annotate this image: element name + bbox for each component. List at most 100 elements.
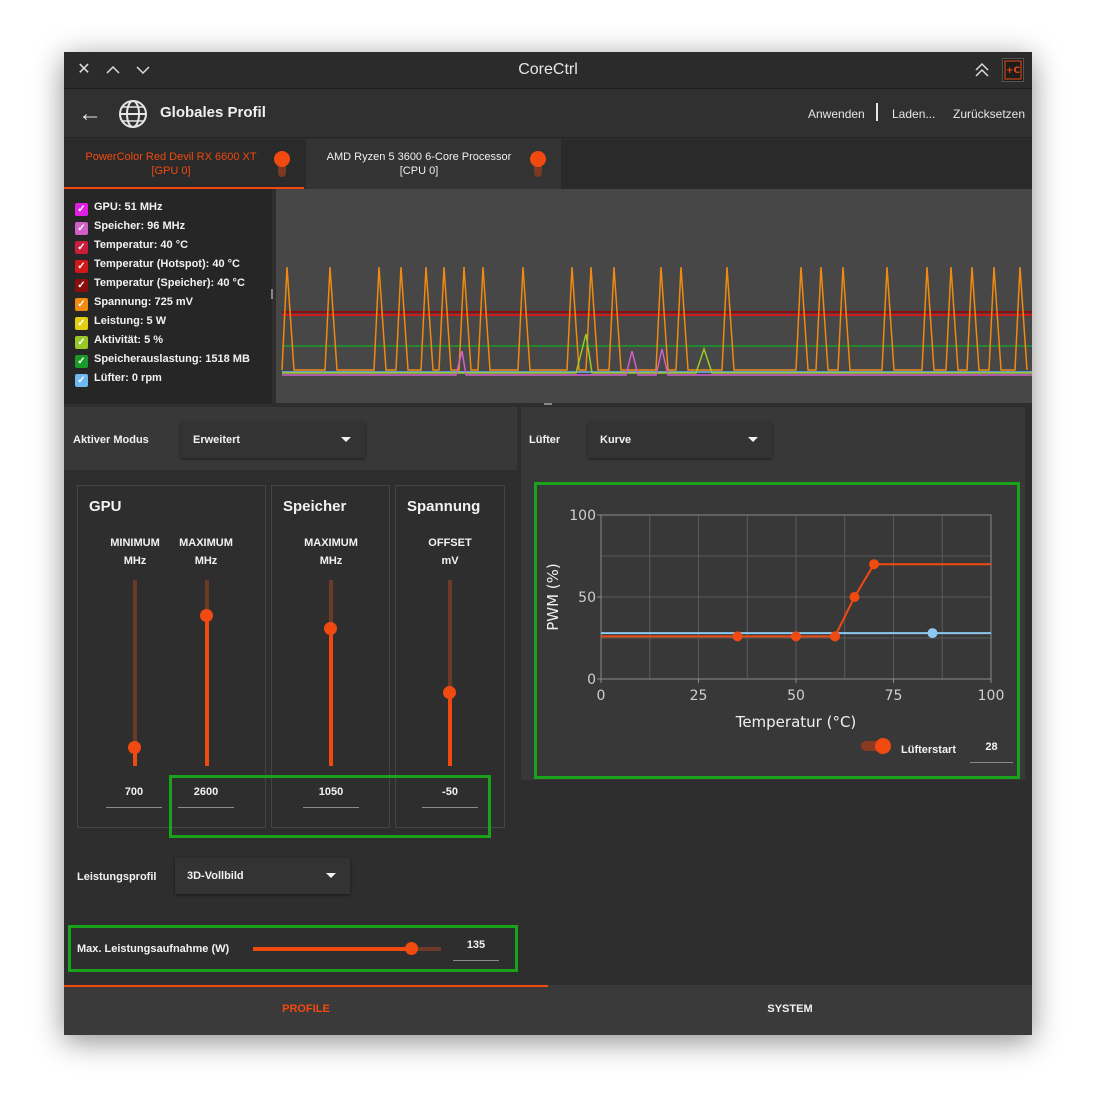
fan-panel: Lüfter Kurve 0 25 50 75 100 0 50 100 Temperatur …	[521, 407, 1025, 827]
tab-cpu-name: AMD Ryzen 5 3600 6-Core Processor	[326, 151, 512, 163]
checkbox-icon[interactable]: ✓	[75, 279, 88, 292]
fan-label: Lüfter	[529, 434, 561, 446]
window-title: CoreCtrl	[518, 61, 578, 78]
tab-cpu[interactable]: AMD Ryzen 5 3600 6-Core Processor [CPU 0…	[306, 139, 561, 189]
sensor-fan[interactable]: ✓ Lüfter: 0 rpm	[75, 371, 162, 387]
volt-group-title: Spannung	[407, 498, 481, 515]
series-line	[282, 348, 1032, 376]
checkbox-icon[interactable]: ✓	[75, 317, 88, 330]
mem-max-unit: MHz	[319, 555, 343, 567]
checkbox-icon[interactable]: ✓	[75, 374, 88, 387]
back-arrow-icon[interactable]: ←	[78, 100, 102, 127]
sensor-monitor: ✓ GPU: 51 MHz ✓ Speicher: 96 MHz ✓ Temperat…	[64, 189, 1032, 404]
mode-bar: Aktiver Modus Erweitert	[64, 407, 517, 470]
keep-above-icon[interactable]	[972, 60, 992, 80]
volt-offset-head: OFFSET	[428, 537, 472, 549]
checkbox-icon[interactable]: ✓	[75, 298, 88, 311]
page-title: Globales Profil	[160, 104, 266, 121]
sensor-label: Temperatur: 40 °C	[94, 239, 189, 251]
dropdown-arrow-icon	[341, 437, 351, 442]
tab-gpu-index: [GPU 0]	[151, 165, 191, 177]
series-line	[282, 333, 1032, 374]
checkbox-icon[interactable]: ✓	[75, 336, 88, 349]
x-axis-label: Temperatur (°C)	[735, 713, 857, 731]
sensor-label: GPU: 51 MHz	[94, 201, 163, 213]
minimize-up-icon[interactable]	[103, 60, 123, 80]
gpu-max-slider[interactable]	[200, 580, 214, 766]
checkbox-icon[interactable]: ✓	[75, 355, 88, 368]
gpu-min-input[interactable]: 700	[106, 786, 162, 808]
fan-curve-area: 0 25 50 75 100 0 50 100 Temperatur (°C) PWM (%) L…	[521, 470, 1025, 780]
fan-curve-chart[interactable]: 0 25 50 75 100 0 50 100 Temperatur (°C) PWM (%)	[521, 470, 1025, 780]
power-profile-label: Leistungsprofil	[77, 871, 157, 883]
mem-max-slider[interactable]	[324, 580, 338, 766]
sensor-temp-mem[interactable]: ✓ Temperatur (Speicher): 40 °C	[75, 276, 245, 292]
fan-mode-bar: Lüfter Kurve	[521, 407, 1025, 470]
power-cap-input[interactable]: 135	[453, 939, 499, 961]
sensor-temp-hotspot[interactable]: ✓ Temperatur (Hotspot): 40 °C	[75, 257, 240, 273]
gpu-enable-toggle[interactable]	[274, 151, 290, 177]
tab-system[interactable]: SYSTEM	[548, 985, 1032, 1035]
fan-start-input[interactable]: 28	[970, 741, 1013, 763]
highlight-box	[68, 925, 518, 972]
x-tick-label: 0	[597, 688, 606, 704]
y-tick-label: 100	[569, 508, 596, 524]
tab-gpu[interactable]: PowerColor Red Devil RX 6600 XT [GPU 0]	[64, 139, 304, 189]
y-tick-label: 0	[587, 672, 596, 688]
sensor-power[interactable]: ✓ Leistung: 5 W	[75, 314, 166, 330]
chevron-down-icon[interactable]	[133, 60, 153, 80]
mem-clock-group: Speicher MAXIMUM MHz 1050	[271, 485, 390, 828]
close-icon[interactable]: ✕	[77, 61, 91, 78]
sensor-label: Temperatur (Hotspot): 40 °C	[94, 258, 240, 270]
sensor-gpu-clock[interactable]: ✓ GPU: 51 MHz	[75, 200, 162, 216]
y-tick-label: 50	[578, 590, 596, 606]
corectrl-window: ✕ CoreCtrl +C ← Globales Profil Anwenden…	[64, 52, 1032, 1035]
app-logo-icon: +C	[1002, 58, 1024, 82]
curve-point	[869, 559, 879, 570]
highlight-box	[169, 775, 491, 838]
mem-max-header: MAXIMUM MHz	[296, 534, 366, 570]
volt-offset-slider[interactable]	[443, 580, 457, 766]
title-bar: ✕ CoreCtrl +C	[64, 52, 1032, 89]
fan-start-toggle[interactable]	[861, 738, 891, 754]
splitter-handle[interactable]	[271, 289, 273, 299]
power-profile-dropdown[interactable]: 3D-Vollbild	[175, 858, 350, 894]
sensor-label: Lüfter: 0 rpm	[94, 372, 162, 384]
sensor-temp[interactable]: ✓ Temperatur: 40 °C	[75, 238, 188, 254]
sensor-legend: ✓ GPU: 51 MHz ✓ Speicher: 96 MHz ✓ Temperat…	[64, 189, 272, 404]
checkbox-icon[interactable]: ✓	[75, 241, 88, 254]
sensor-mem-usage[interactable]: ✓ Speicherauslastung: 1518 MB	[75, 352, 250, 368]
tab-gpu-name: PowerColor Red Devil RX 6600 XT	[85, 151, 257, 163]
sensor-label: Spannung: 725 mV	[94, 296, 194, 308]
cpu-enable-toggle[interactable]	[530, 151, 546, 177]
checkbox-icon[interactable]: ✓	[75, 260, 88, 273]
sensor-label: Speicherauslastung: 1518 MB	[94, 353, 250, 365]
gpu-max-input[interactable]: 2600	[178, 786, 234, 808]
power-cap-slider[interactable]	[253, 942, 441, 956]
globe-icon	[119, 100, 147, 128]
mode-dropdown[interactable]: Erweitert	[181, 422, 365, 458]
mem-max-input[interactable]: 1050	[303, 786, 359, 808]
dropdown-arrow-icon	[326, 873, 336, 878]
load-button[interactable]: Laden...	[892, 107, 936, 121]
gpu-min-slider[interactable]	[128, 580, 142, 766]
reset-button[interactable]: Zurücksetzen	[953, 107, 1026, 121]
splitter-handle[interactable]	[544, 403, 552, 405]
mem-group-title: Speicher	[283, 498, 347, 515]
checkbox-icon[interactable]: ✓	[75, 203, 88, 216]
volt-offset-input[interactable]: -50	[422, 786, 478, 808]
apply-button[interactable]: Anwenden	[808, 107, 865, 121]
volt-offset-unit: mV	[441, 555, 459, 567]
tab-profiles[interactable]: PROFILE	[64, 985, 548, 1035]
sensor-voltage[interactable]: ✓ Spannung: 725 mV	[75, 295, 193, 311]
fan-mode-dropdown[interactable]: Kurve	[588, 422, 772, 458]
app-logo-text: +C	[1006, 66, 1021, 76]
checkbox-icon[interactable]: ✓	[75, 222, 88, 235]
tab-cpu-index: [CPU 0]	[399, 165, 439, 177]
sensor-label: Speicher: 96 MHz	[94, 220, 186, 232]
gpu-max-unit: MHz	[194, 555, 218, 567]
sensor-mem-clock[interactable]: ✓ Speicher: 96 MHz	[75, 219, 185, 235]
curve-point	[830, 631, 840, 642]
sensor-graph	[276, 189, 1032, 403]
sensor-activity[interactable]: ✓ Aktivität: 5 %	[75, 333, 163, 349]
